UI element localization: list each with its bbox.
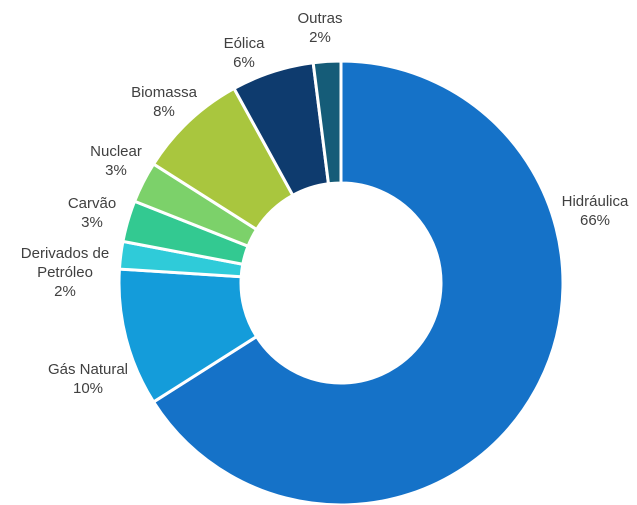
label-value-gas-natural: 10% (73, 380, 103, 397)
label-carvao: Carvão 3% (68, 195, 116, 231)
label-eolica: Eólica 6% (224, 35, 266, 71)
label-text-nuclear: Nuclear (90, 143, 142, 160)
label-text-derivados-de-petroleo: Derivados de (21, 245, 109, 262)
label-nuclear: Nuclear 3% (90, 143, 142, 179)
label-derivados-de-petroleo: Derivados de Petróleo 2% (21, 245, 109, 300)
label-text-outras: Outras (297, 10, 342, 27)
labels-layer: Hidráulica 66% Gás Natural 10% Derivados de P… (21, 10, 629, 397)
label-value-carvao: 3% (81, 214, 103, 231)
label-biomassa: Biomassa 8% (131, 84, 198, 120)
label-text-carvao: Carvão (68, 195, 116, 212)
label-text-derivados-de-petroleo: Petróleo (37, 264, 93, 281)
label-text-biomassa: Biomassa (131, 84, 198, 101)
label-text-hidraulica: Hidráulica (562, 193, 629, 210)
label-value-outras: 2% (309, 29, 331, 46)
label-value-eolica: 6% (233, 54, 255, 71)
slice-hidraulica (151, 59, 565, 505)
label-value-derivados-de-petroleo: 2% (54, 283, 76, 300)
label-outras: Outras 2% (297, 10, 342, 46)
label-hidraulica: Hidráulica 66% (562, 193, 629, 229)
label-text-eolica: Eólica (224, 35, 266, 52)
label-gas-natural: Gás Natural 10% (48, 361, 128, 397)
label-text-gas-natural: Gás Natural (48, 361, 128, 378)
label-value-biomassa: 8% (153, 103, 175, 120)
label-value-nuclear: 3% (105, 162, 127, 179)
label-value-hidraulica: 66% (580, 212, 610, 229)
slices-layer (117, 59, 565, 505)
slice-outras (311, 59, 343, 186)
